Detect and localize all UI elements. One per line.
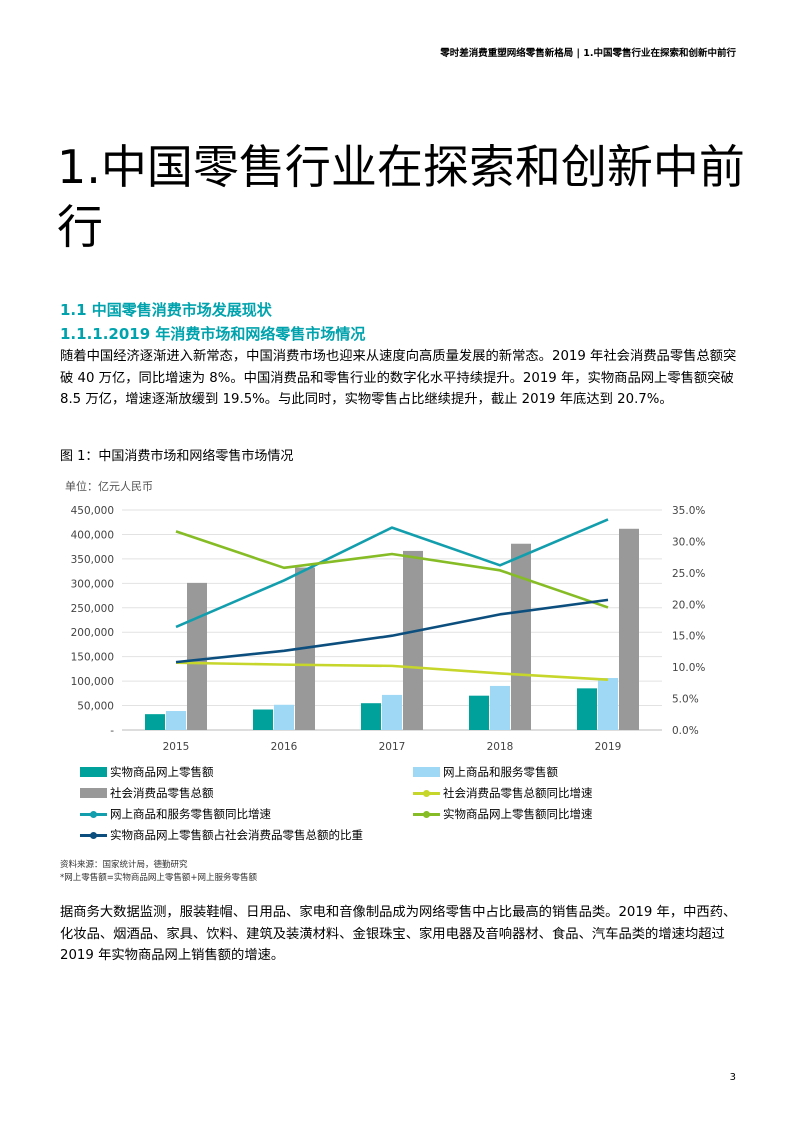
series-line: [175, 518, 609, 629]
legend-item-total-retail-sales: 社会消费品零售总额: [80, 785, 214, 801]
y-tick-label-left: 400,000: [71, 529, 114, 541]
y-tick-label-left: 200,000: [71, 627, 114, 639]
series-line: [175, 530, 609, 609]
closing-paragraph: 据商务大数据监测，服装鞋帽、日用品、家电和音像制品成为网络零售中占比最高的销售品…: [60, 905, 737, 963]
bar: [361, 703, 381, 730]
unit-label: 单位：亿元人民币: [65, 480, 153, 493]
bar: [511, 543, 531, 730]
page-number: 3: [729, 1072, 736, 1083]
source-line: 资料来源：国家统计局，德勤研究: [60, 860, 188, 870]
chart-legend: 实物商品网上零售额 网上商品和服务零售额 社会消费品零售总额 社会消费品零售总额…: [80, 760, 680, 848]
y-tick-label-right: 25.0%: [672, 568, 705, 580]
legend-item-total-retail-growth: 社会消费品零售总额同比增速: [413, 785, 593, 801]
y-tick-label-left: 150,000: [71, 652, 114, 664]
legend-swatch: [80, 831, 107, 839]
legend-label: 社会消费品零售总额: [110, 786, 214, 800]
bar: [598, 678, 618, 730]
bar: [619, 528, 639, 730]
legend-item-online-physical-sales: 实物商品网上零售额: [80, 764, 214, 780]
series-line: [175, 661, 609, 682]
chapter-title: 1.中国零售行业在探索和创新中前行: [57, 140, 745, 254]
legend-swatch: [413, 767, 440, 777]
bar: [403, 550, 423, 730]
section-title: 1.1 中国零售消费市场发展现状: [60, 301, 272, 319]
running-header: 零时差消费重塑网络零售新格局 | 1.中国零售行业在探索和创新中前行: [440, 48, 736, 59]
y-tick-label-left: 350,000: [71, 554, 114, 566]
legend-item-online-goods-services-growth: 网上商品和服务零售额同比增速: [80, 806, 271, 822]
x-tick-label: 2019: [595, 741, 622, 753]
x-tick-label: 2017: [379, 741, 406, 753]
bar: [166, 711, 186, 730]
figure-sources: 资料来源：国家统计局，德勤研究 *网上零售额=实物商品网上零售额+网上服务零售额: [60, 859, 257, 884]
y-tick-label-right: 5.0%: [672, 694, 699, 706]
series-line: [175, 598, 609, 664]
y-tick-label-right: 35.0%: [672, 505, 705, 517]
legend-label: 实物商品网上零售额同比增速: [443, 807, 593, 821]
y-tick-label-left: 450,000: [71, 505, 114, 517]
bar: [253, 709, 273, 730]
y-tick-label-left: -: [110, 725, 114, 737]
combo-chart: - 50,000 100,000 150,000 200,000 250,000 300,0…: [71, 505, 706, 753]
y-tick-label-right: 0.0%: [672, 725, 699, 737]
legend-swatch: [80, 788, 107, 798]
legend-item-online-physical-share: 实物商品网上零售额占社会消费品零售总额的比重: [80, 827, 363, 843]
bar: [274, 704, 294, 730]
y-tick-label-left: 100,000: [71, 676, 114, 688]
legend-label: 网上商品和服务零售额同比增速: [110, 807, 271, 821]
bar: [382, 694, 402, 730]
intro-paragraph: 随着中国经济逐渐进入新常态，中国消费市场也迎来从速度向高质量发展的新常态。201…: [60, 349, 737, 407]
legend-swatch: [80, 767, 107, 777]
subsection-title: 1.1.1.2019 年消费市场和网络零售市场情况: [60, 325, 366, 343]
bar: [469, 695, 489, 730]
legend-item-online-goods-services-sales: 网上商品和服务零售额: [413, 764, 558, 780]
y-tick-label-right: 15.0%: [672, 631, 705, 643]
legend-swatch: [413, 810, 440, 818]
note-line: *网上零售额=实物商品网上零售额+网上服务零售额: [60, 872, 257, 883]
y-tick-label-right: 10.0%: [672, 662, 705, 674]
legend-swatch: [80, 810, 107, 818]
x-tick-label: 2016: [271, 741, 298, 753]
figure-caption: 图 1：中国消费市场和网络零售市场情况: [60, 449, 294, 464]
legend-label: 网上商品和服务零售额: [443, 765, 558, 779]
x-tick-label: 2018: [487, 741, 514, 753]
y-tick-label-left: 250,000: [71, 603, 114, 615]
x-tick-label: 2015: [163, 741, 190, 753]
bar: [577, 688, 597, 730]
y-tick-label-right: 30.0%: [672, 536, 705, 548]
y-tick-label-left: 50,000: [77, 701, 114, 713]
y-tick-label-right: 20.0%: [672, 599, 705, 611]
legend-label: 实物商品网上零售额占社会消费品零售总额的比重: [110, 828, 363, 842]
legend-label: 实物商品网上零售额: [110, 765, 214, 779]
bar: [187, 582, 207, 730]
bar: [145, 714, 165, 730]
legend-item-online-physical-growth: 实物商品网上零售额同比增速: [413, 806, 593, 822]
bar: [490, 685, 510, 730]
legend-label: 社会消费品零售总额同比增速: [443, 786, 593, 800]
legend-swatch: [413, 789, 440, 797]
y-tick-label-left: 300,000: [71, 578, 114, 590]
